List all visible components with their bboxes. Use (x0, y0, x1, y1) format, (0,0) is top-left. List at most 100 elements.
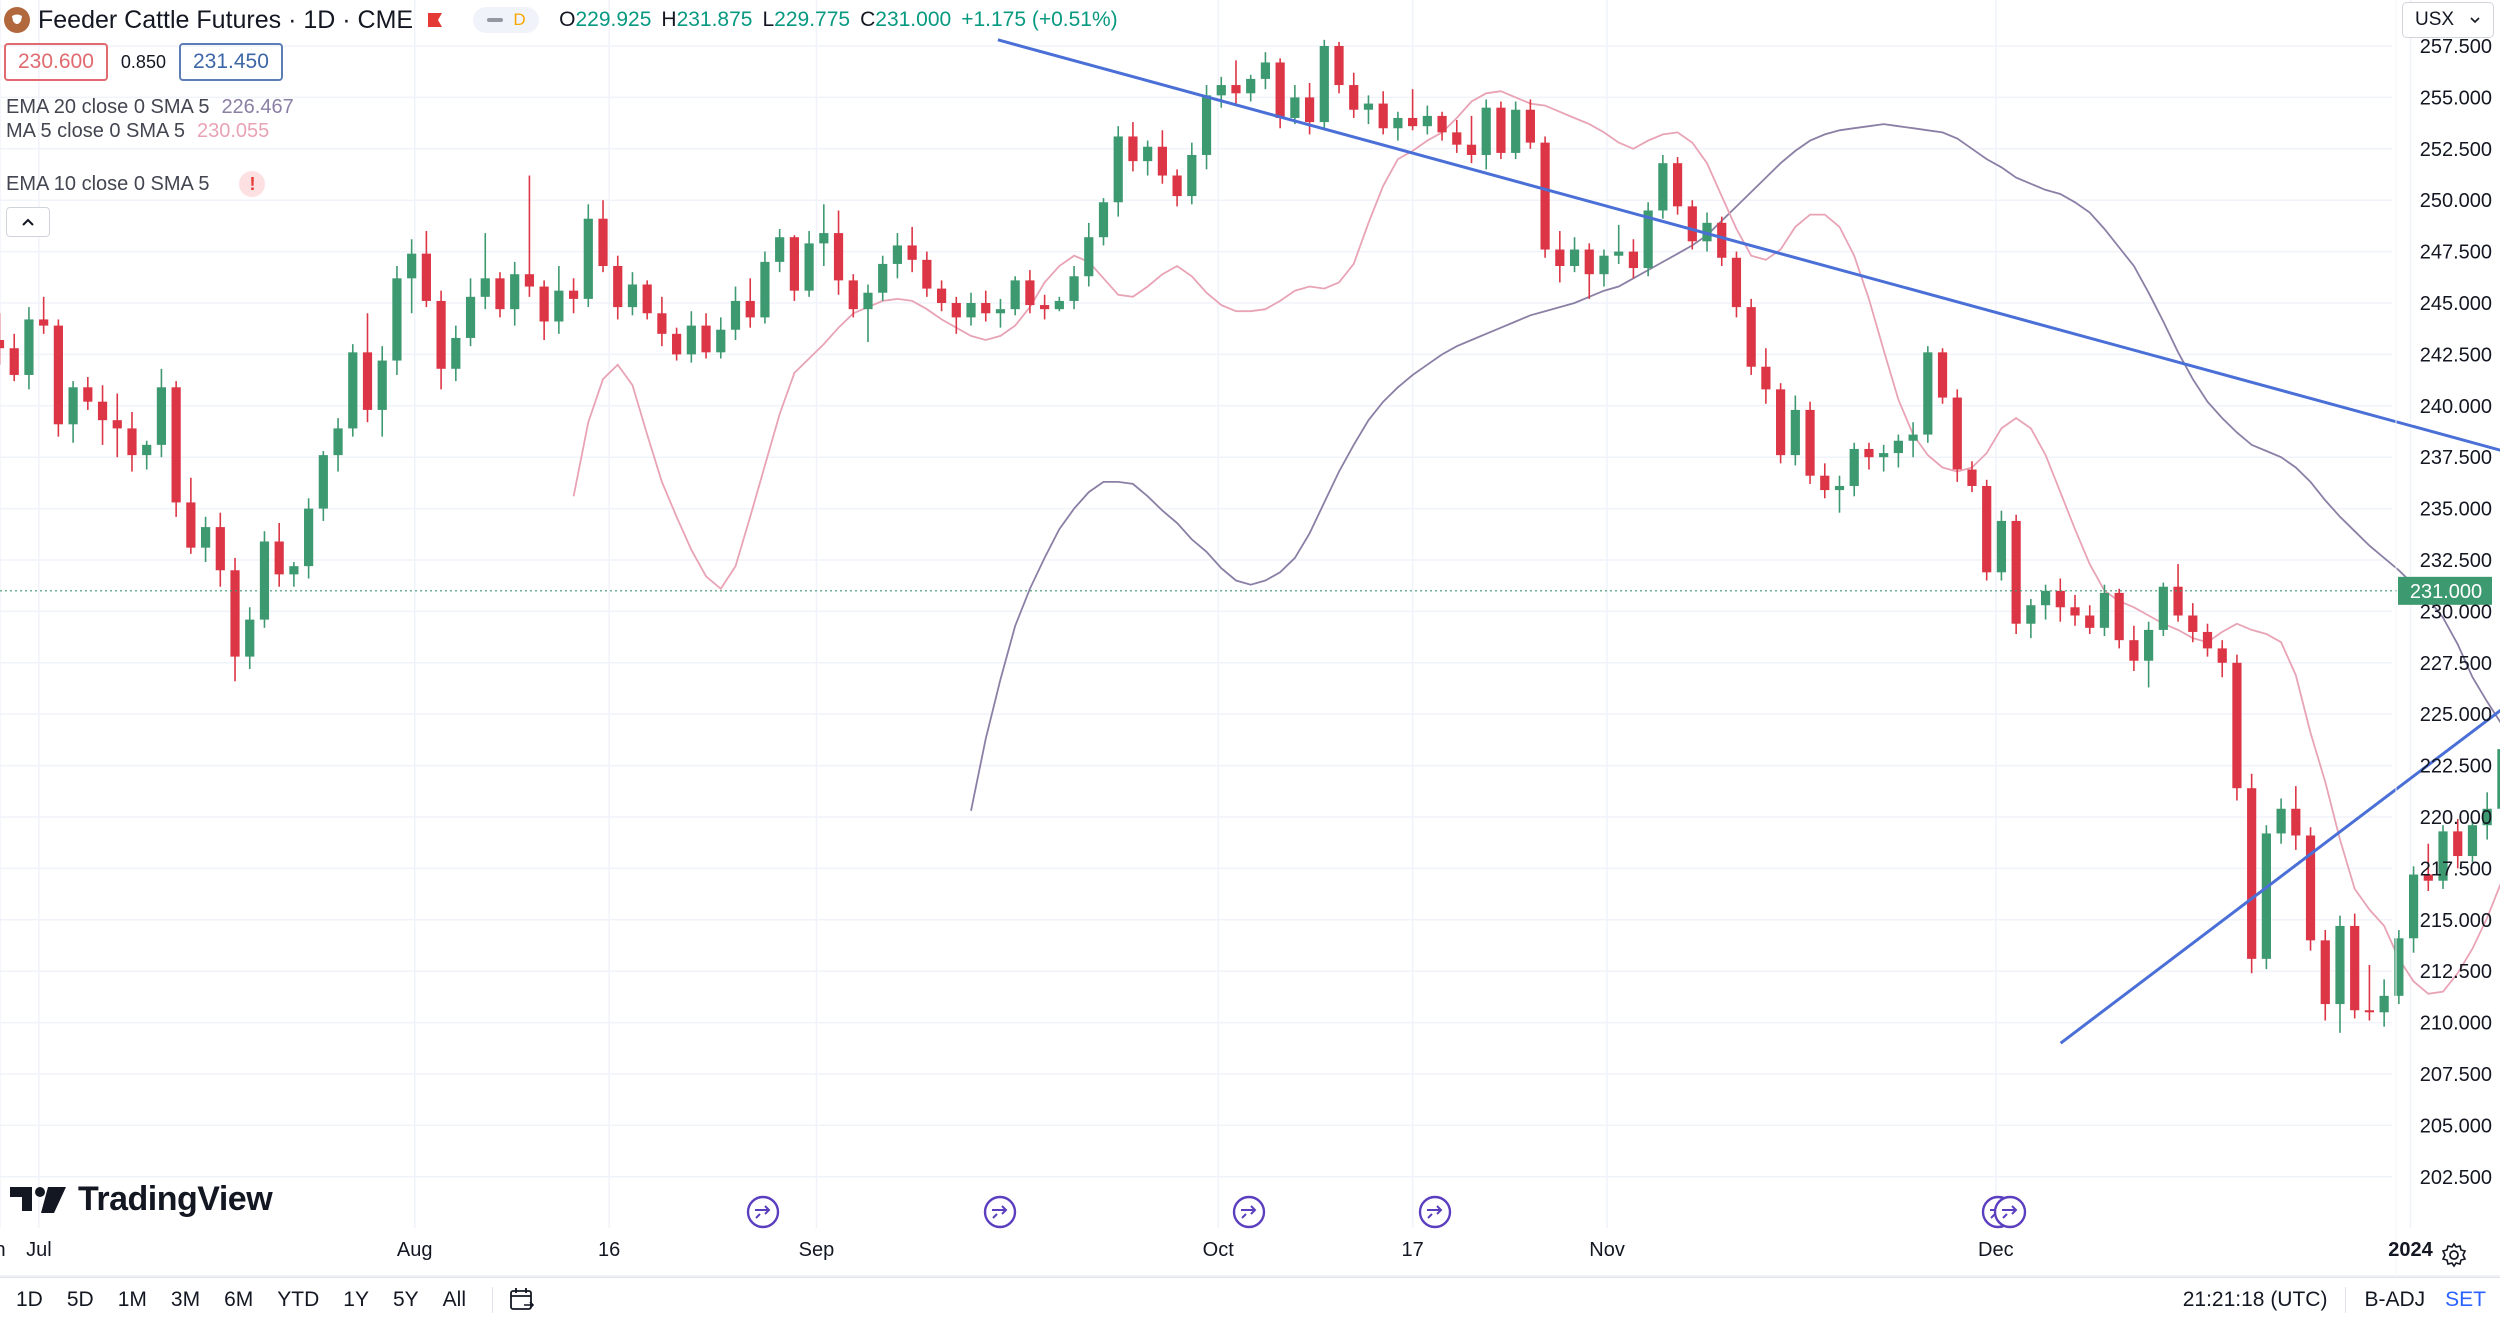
candle[interactable] (127, 411, 137, 472)
candle[interactable] (200, 516, 211, 563)
candle[interactable] (1525, 99, 1535, 149)
candle[interactable] (2291, 786, 2301, 850)
candle[interactable] (554, 265, 564, 334)
candle[interactable] (1437, 111, 1447, 141)
candle[interactable] (936, 280, 947, 312)
timeframe-button[interactable]: 1D (16, 1287, 43, 1311)
candle[interactable] (701, 313, 711, 359)
candle[interactable] (1790, 395, 1800, 466)
candle[interactable] (1820, 463, 1830, 499)
candle[interactable] (2232, 654, 2242, 801)
candle[interactable] (2335, 915, 2345, 1033)
candle[interactable] (392, 265, 402, 375)
candle[interactable] (2453, 819, 2463, 869)
candle[interactable] (2276, 798, 2286, 844)
indicator-ema10[interactable]: EMA 10 close 0 SMA 5 ! (6, 171, 266, 197)
warning-icon[interactable]: ! (239, 171, 266, 197)
candle[interactable] (2158, 582, 2168, 637)
candle[interactable] (1408, 89, 1418, 131)
last-price-label[interactable] (2398, 576, 2492, 605)
candle[interactable] (583, 204, 593, 308)
candle[interactable] (24, 307, 34, 390)
candle[interactable] (1628, 239, 1639, 279)
candle[interactable] (1599, 249, 1609, 287)
candle[interactable] (1614, 224, 1624, 264)
candle[interactable] (524, 175, 535, 297)
candle[interactable] (186, 477, 196, 554)
candle[interactable] (1672, 157, 1683, 215)
candle[interactable] (833, 210, 844, 295)
candle[interactable] (1982, 479, 1992, 581)
candle[interactable] (2467, 821, 2478, 863)
session-toggle[interactable]: SET (2445, 1288, 2486, 1311)
candle[interactable] (1466, 115, 1477, 164)
candle[interactable] (2085, 605, 2095, 635)
candle[interactable] (2305, 827, 2316, 951)
candle[interactable] (2497, 739, 2500, 815)
candle[interactable] (686, 311, 696, 363)
candle[interactable] (1157, 130, 1167, 184)
trendline-ascending[interactable] (2059, 533, 2500, 1045)
candle[interactable] (2070, 594, 2080, 626)
clock[interactable]: 21:21:18 (UTC) (2182, 1288, 2328, 1311)
candle[interactable] (951, 296, 961, 334)
candle[interactable] (480, 233, 490, 310)
candle[interactable] (672, 327, 682, 361)
ask-price[interactable]: 231.450 (178, 43, 283, 81)
candle[interactable] (1952, 389, 1962, 482)
timeframe-button[interactable]: 5Y (392, 1287, 419, 1311)
candle[interactable] (1687, 200, 1697, 250)
candle[interactable] (2188, 603, 2198, 643)
candle[interactable] (1893, 434, 1903, 468)
candle[interactable] (2011, 514, 2021, 635)
candle[interactable] (2379, 979, 2389, 1027)
candle[interactable] (981, 290, 991, 322)
candle[interactable] (1849, 442, 1859, 497)
candle[interactable] (1761, 348, 1771, 404)
candle[interactable] (83, 377, 93, 410)
candle[interactable] (1569, 237, 1580, 273)
timeframe-button[interactable]: YTD (277, 1287, 320, 1311)
candle[interactable] (1113, 126, 1123, 217)
candle[interactable] (627, 272, 638, 316)
candle[interactable] (995, 298, 1006, 328)
candle[interactable] (1923, 346, 1933, 443)
candle[interactable] (142, 440, 152, 470)
candle[interactable] (1143, 140, 1153, 176)
bid-price[interactable]: 230.600 (4, 43, 108, 81)
candle[interactable] (1393, 111, 1403, 141)
candle[interactable] (1231, 60, 1241, 104)
candle[interactable] (1098, 198, 1109, 246)
candle[interactable] (2173, 564, 2183, 622)
candle[interactable] (1481, 99, 1491, 170)
event-marker-icon[interactable] (983, 1195, 1017, 1229)
candle[interactable] (1378, 91, 1388, 135)
candle[interactable] (259, 531, 270, 628)
candle[interactable] (333, 418, 343, 472)
candle[interactable] (510, 261, 520, 326)
candle[interactable] (2320, 930, 2330, 1021)
candle[interactable] (2055, 578, 2065, 622)
candle[interactable] (2202, 623, 2213, 657)
price-axis[interactable]: 257.500 255.000 252.500 250.000 247.500 245.0… (2395, 0, 2492, 1274)
calendar-icon[interactable] (507, 1285, 537, 1315)
candle[interactable] (274, 522, 284, 587)
candle[interactable] (2350, 913, 2360, 1019)
candle[interactable] (775, 228, 785, 273)
candle[interactable] (1084, 222, 1094, 287)
candle[interactable] (2438, 825, 2448, 889)
timeframe-button[interactable]: All (442, 1287, 466, 1311)
candle[interactable] (1776, 383, 1786, 464)
timeframe-button[interactable]: 1M (117, 1287, 147, 1311)
candle[interactable] (642, 280, 652, 320)
candle[interactable] (730, 286, 741, 341)
currency-select[interactable]: USX (2402, 2, 2494, 38)
candle[interactable] (907, 226, 917, 273)
trendline-descending[interactable] (997, 38, 2500, 511)
candle[interactable] (377, 346, 387, 437)
candle[interactable] (348, 344, 358, 437)
candle[interactable] (1731, 251, 1742, 318)
candle[interactable] (598, 200, 608, 273)
market-status-pill[interactable]: D (473, 7, 540, 33)
